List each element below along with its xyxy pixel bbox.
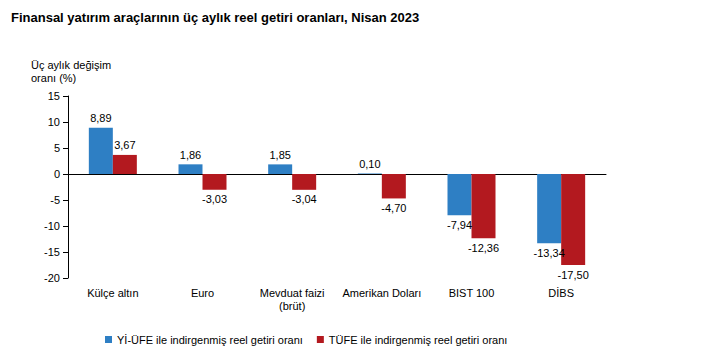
svg-text:-5: -5 [50, 194, 60, 206]
svg-text:Amerikan Doları: Amerikan Doları [342, 287, 421, 299]
svg-text:DİBS: DİBS [548, 287, 574, 299]
svg-text:0,10: 0,10 [359, 158, 380, 170]
svg-text:Üç aylık değişim: Üç aylık değişim [31, 59, 111, 71]
svg-text:Yİ-ÜFE ile indirgenmiş reel ge: Yİ-ÜFE ile indirgenmiş reel getiri oranı [117, 334, 303, 346]
svg-text:TÜFE ile indirgenmiş reel geti: TÜFE ile indirgenmiş reel getiri oranı [329, 334, 508, 346]
svg-text:-7,94: -7,94 [447, 219, 472, 231]
svg-text:1,86: 1,86 [180, 149, 201, 161]
svg-text:Mevduat faizi: Mevduat faizi [260, 287, 325, 299]
svg-text:8,89: 8,89 [90, 112, 111, 124]
svg-text:-12,36: -12,36 [468, 242, 499, 254]
svg-text:1,85: 1,85 [269, 149, 290, 161]
svg-text:5: 5 [54, 142, 60, 154]
svg-text:(brüt): (brüt) [279, 300, 305, 312]
svg-text:Euro: Euro [191, 287, 214, 299]
svg-text:3,67: 3,67 [114, 139, 135, 151]
svg-text:-10: -10 [44, 220, 60, 232]
svg-text:-17,50: -17,50 [558, 269, 589, 281]
svg-text:10: 10 [48, 116, 60, 128]
svg-text:Finansal yatırım araçlarının ü: Finansal yatırım araçlarının üç aylık re… [11, 10, 419, 25]
svg-text:-4,70: -4,70 [381, 202, 406, 214]
svg-text:0: 0 [54, 168, 60, 180]
svg-text:-13,34: -13,34 [534, 247, 565, 259]
svg-text:Külçe altın: Külçe altın [87, 287, 138, 299]
svg-text:-20: -20 [44, 272, 60, 284]
svg-text:BIST 100: BIST 100 [449, 287, 495, 299]
svg-text:-3,03: -3,03 [202, 193, 227, 205]
svg-text:oranı (%): oranı (%) [31, 72, 76, 84]
svg-text:15: 15 [48, 90, 60, 102]
svg-text:-3,04: -3,04 [292, 193, 317, 205]
svg-text:-15: -15 [44, 246, 60, 258]
